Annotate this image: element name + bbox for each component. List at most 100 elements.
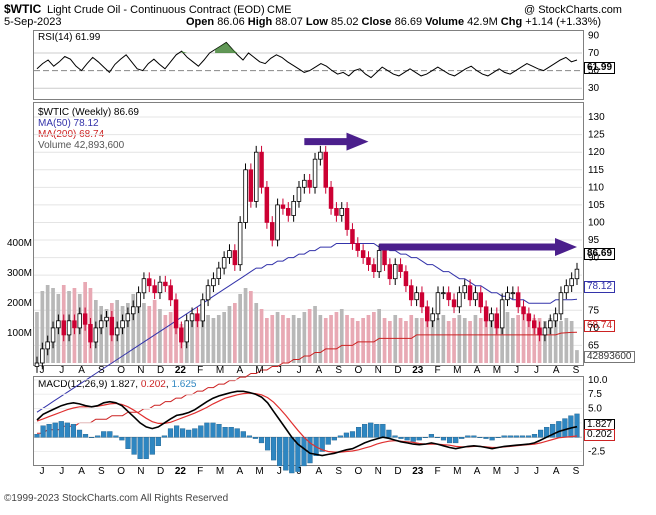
chg-value: +1.14 (+1.33%) — [525, 16, 602, 28]
macd-hist-bar — [337, 435, 344, 438]
volume-bar — [398, 318, 403, 363]
macd-hist-bar — [155, 437, 161, 447]
macd-x-label: J — [514, 466, 519, 477]
macd-hist-bar — [386, 429, 392, 438]
macd-x-label: A — [78, 466, 85, 477]
volume-bar — [516, 315, 520, 363]
volume-value: 42.9M — [467, 16, 498, 28]
volume-bar — [425, 315, 430, 363]
volume-bar — [152, 300, 157, 363]
candle-body — [382, 250, 387, 266]
candle-body — [269, 222, 275, 241]
price-x-label: M — [255, 365, 263, 376]
candle-body — [120, 320, 125, 329]
low-label: Low — [305, 16, 328, 28]
candle-body — [489, 313, 494, 322]
price-tick-label: 90 — [588, 253, 600, 264]
candle-body — [109, 316, 115, 336]
signal-legend-value: 0.202 — [140, 379, 166, 390]
price-x-label: N — [375, 365, 382, 376]
macd-hist-bar — [501, 435, 507, 438]
volume-bar — [457, 315, 462, 363]
macd-hist-bar — [34, 434, 40, 438]
candle-body — [467, 285, 473, 301]
candle-body — [307, 179, 312, 188]
volume-bar — [291, 315, 296, 363]
ohlc-stats: Open 86.06 High 88.07 Low 85.02 Close 86… — [186, 16, 601, 28]
macd-hist-bar — [70, 424, 77, 438]
price-tick-label: 110 — [588, 182, 604, 193]
candle-body — [457, 292, 462, 308]
volume-label: Volume — [425, 16, 465, 28]
volume-bar — [318, 315, 323, 363]
chg-label: Chg — [500, 16, 523, 28]
macd-tick-label: 10.0 — [588, 375, 608, 386]
price-x-label: N — [137, 365, 144, 376]
price-x-label: O — [117, 365, 125, 376]
macd-legend-value: 1.827 — [110, 379, 136, 390]
price-x-label: A — [78, 365, 85, 376]
trend-arrow-head — [555, 238, 577, 257]
ticker-symbol: $WTIC — [4, 2, 42, 16]
macd-hist-bar — [161, 435, 168, 438]
rsi-value-tag: 61.99 — [584, 62, 616, 74]
volume-bar — [366, 315, 371, 363]
macd-x-label: N — [137, 466, 144, 477]
macd-hist-bar — [40, 425, 46, 438]
volume-bar — [45, 285, 50, 363]
candle-body — [483, 306, 489, 322]
macd-x-label: M — [216, 466, 224, 477]
candle-body — [558, 292, 564, 315]
volume-bar — [564, 318, 569, 363]
macd-hist-bar — [556, 421, 562, 438]
macd-hist-bar — [471, 435, 477, 438]
price-legend-title: $WTIC (Weekly) 86.69 — [38, 107, 139, 118]
rsi-overbought-fill — [181, 42, 238, 53]
price-tick-label: 115 — [588, 165, 604, 176]
macd-hist-bar — [95, 435, 101, 438]
price-x-label: 23 — [412, 365, 424, 376]
macd-hist-bar — [562, 418, 568, 438]
volume-bar — [168, 312, 173, 363]
macd-hist-bar — [246, 435, 253, 438]
candle-body — [168, 285, 173, 301]
volume-legend: Volume 42,893,600 — [38, 140, 125, 151]
candle-body — [184, 320, 189, 343]
price-x-label: J — [534, 365, 539, 376]
candle-body — [195, 313, 200, 322]
candle-body — [98, 320, 104, 329]
macd-x-label: 22 — [175, 466, 187, 477]
macd-hist-bar — [531, 434, 538, 438]
macd-x-label: J — [297, 466, 302, 477]
price-tick-label: 120 — [588, 147, 605, 158]
price-x-label: M — [216, 365, 224, 376]
candle-body — [446, 292, 451, 301]
volume-tick-label: 300M — [7, 268, 32, 279]
candle-body — [360, 250, 366, 259]
volume-bar — [275, 312, 280, 363]
price-x-label: 22 — [175, 365, 187, 376]
macd-hist-bar — [64, 422, 70, 438]
macd-x-label: J — [277, 466, 282, 477]
volume-bar — [543, 321, 547, 363]
candle-body — [371, 264, 377, 273]
candle-body — [291, 200, 296, 216]
volume-bar — [158, 309, 162, 363]
macd-x-label: 23 — [412, 466, 424, 477]
macd-hist-bar — [422, 437, 428, 438]
candle-body — [221, 257, 227, 269]
candle-body — [318, 151, 323, 160]
price-x-label: J — [277, 365, 282, 376]
price-x-label: A — [236, 365, 243, 376]
candle-body — [227, 250, 232, 259]
candle-body — [82, 313, 88, 325]
price-x-label: J — [40, 365, 45, 376]
volume-bar — [361, 318, 365, 363]
candle-body — [366, 257, 371, 266]
candle-body — [521, 306, 526, 315]
macd-hist-bar — [258, 437, 265, 444]
macd-hist-bar — [101, 431, 107, 438]
macd-hist-bar — [204, 422, 210, 438]
macd-tick-label: 5.0 — [588, 404, 602, 415]
macd-x-label: J — [534, 466, 539, 477]
